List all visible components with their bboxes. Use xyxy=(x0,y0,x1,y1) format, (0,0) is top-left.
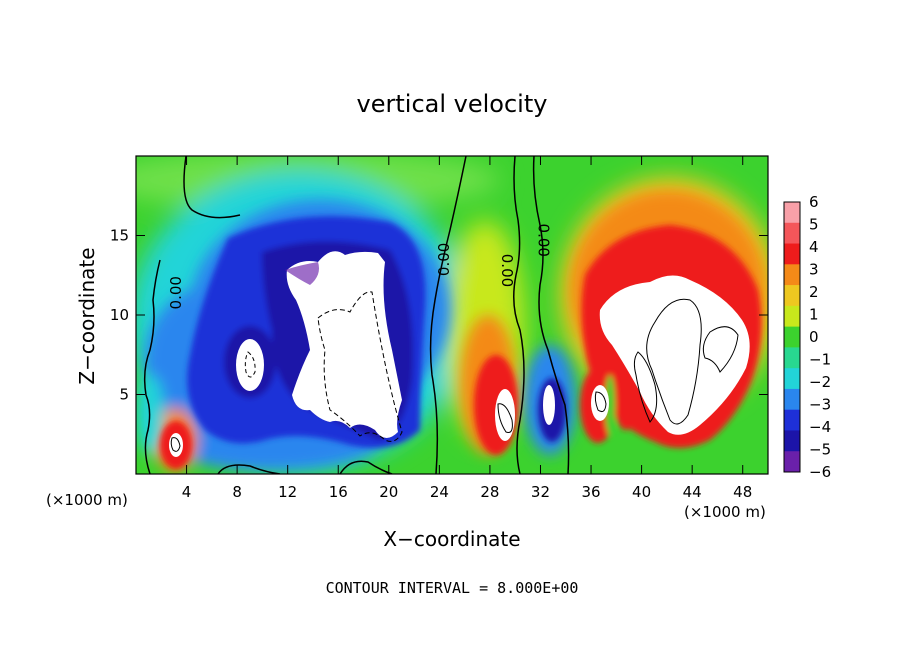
colorbar-swatch xyxy=(784,202,800,224)
purple-core-fringe xyxy=(285,262,319,285)
y-tick-label: 5 xyxy=(119,386,129,404)
x-tick-label: 24 xyxy=(430,483,449,501)
colorbar-tick-label: 3 xyxy=(809,261,819,279)
dashed-contour-downdraft xyxy=(317,291,403,442)
y-axis: 5 10 15 xyxy=(110,227,768,404)
contour-value-label: 0.00 xyxy=(535,224,553,257)
colorbar-tick-label: 0 xyxy=(809,328,819,346)
colorbar-swatch xyxy=(784,368,800,390)
zero-contour-e xyxy=(532,156,570,474)
x-tick-label: 32 xyxy=(531,483,550,501)
saturated-downdraft-secondary xyxy=(236,339,264,391)
low-updraft-contour xyxy=(594,391,607,412)
saturated-narrow-core xyxy=(543,385,555,425)
colorbar-swatch xyxy=(784,285,800,307)
contour-labels: 0.00 0.00 0.00 0.00 xyxy=(167,224,553,310)
colorbar-tick-label: 2 xyxy=(809,283,819,301)
velocity-field xyxy=(136,156,768,474)
colorbar-swatch xyxy=(784,326,800,348)
colorbar-swatch xyxy=(784,409,800,431)
saturated-mid-core xyxy=(495,389,515,441)
colorbar-swatch xyxy=(784,243,800,265)
contour-value-label: 0.00 xyxy=(435,243,453,276)
left-updraft-contour xyxy=(170,437,181,452)
zero-contour-d xyxy=(513,156,525,474)
chart-title: vertical velocity xyxy=(357,90,548,118)
zero-contour-a xyxy=(143,259,161,474)
colorbar-tick-label: −2 xyxy=(809,373,831,391)
colorbar-tick-label: 4 xyxy=(809,238,819,256)
contour-interval-note: CONTOUR INTERVAL = 8.000E+00 xyxy=(326,579,579,597)
x-tick-label: 4 xyxy=(182,483,192,501)
colorbar-tick-label: 1 xyxy=(809,306,819,324)
x-axis: 4 8 12 16 20 24 28 32 36 40 44 48 xyxy=(182,156,752,501)
saturated-anvil-core xyxy=(599,275,750,435)
colorbar-tick-label: −1 xyxy=(809,351,831,369)
contour-value-label: 0.00 xyxy=(167,276,185,309)
zero-contour-g xyxy=(339,460,393,474)
zero-contour-c xyxy=(429,156,467,474)
x-tick-label: 12 xyxy=(278,483,297,501)
y-tick-label: 15 xyxy=(110,227,129,245)
x-unit-right: (×1000 m) xyxy=(684,503,766,521)
colorbar-tick-label: −5 xyxy=(809,441,831,459)
colorbar-swatch xyxy=(784,222,800,245)
colorbar-swatch xyxy=(784,451,800,473)
contour-value-label: 0.00 xyxy=(498,254,516,287)
zero-contour-b xyxy=(183,156,241,219)
anvil-contour-low xyxy=(633,351,658,423)
x-axis-label: X−coordinate xyxy=(383,527,520,551)
x-tick-label: 48 xyxy=(733,483,752,501)
x-tick-label: 20 xyxy=(379,483,398,501)
x-tick-label: 28 xyxy=(480,483,499,501)
x-tick-label: 36 xyxy=(581,483,600,501)
colorbar-swatch xyxy=(784,388,800,411)
saturated-left-core xyxy=(169,433,183,457)
red-low-updraft-b xyxy=(614,370,638,430)
colorbar-swatch xyxy=(784,264,800,286)
colorbar-tick-label: −6 xyxy=(809,463,831,481)
colorbar-frame xyxy=(783,201,801,473)
colorbar-tick-label: 6 xyxy=(809,193,819,211)
x-tick-label: 8 xyxy=(232,483,242,501)
y-tick-label: 10 xyxy=(110,306,129,324)
colorbar-tick-label: −3 xyxy=(809,396,831,414)
zero-contour-f xyxy=(217,464,281,474)
colorbar-tick-label: −4 xyxy=(809,418,831,436)
anvil-contour-outer xyxy=(646,298,702,425)
x-tick-label: 44 xyxy=(683,483,702,501)
x-tick-label: 40 xyxy=(632,483,651,501)
colorbar: 6 5 4 3 2 1 0 −1 −2 −3 −4 −5 −6 xyxy=(783,193,831,481)
x-tick-label: 16 xyxy=(329,483,348,501)
dashed-contour-secondary xyxy=(244,351,256,378)
anvil-contour-inner xyxy=(702,326,739,373)
colorbar-swatch xyxy=(784,347,800,369)
green-gap-strip xyxy=(605,375,615,435)
colorbar-swatch xyxy=(784,430,800,452)
colorbar-tick-label: 5 xyxy=(809,216,819,234)
y-axis-label: Z−coordinate xyxy=(75,247,99,384)
colorbar-swatch xyxy=(784,305,800,328)
saturated-downdraft-core xyxy=(286,251,402,439)
mid-updraft-contour xyxy=(497,403,513,433)
x-unit-left: (×1000 m) xyxy=(46,491,128,509)
